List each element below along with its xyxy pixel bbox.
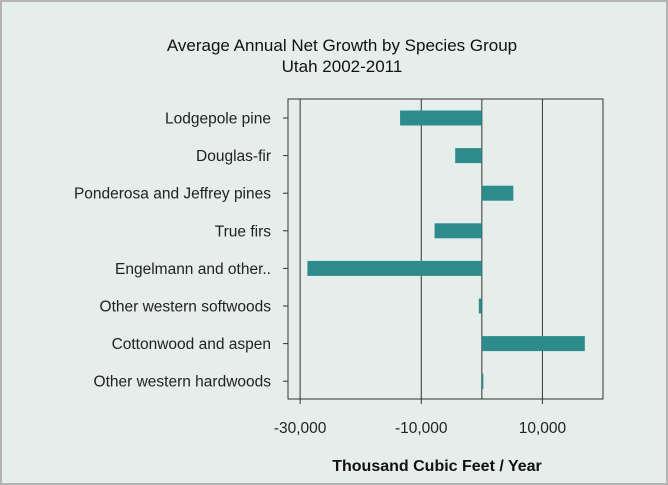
category-label: Ponderosa and Jeffrey pines (74, 186, 271, 203)
category-labels: Lodgepole pine Douglas-fir Ponderosa and J… (74, 111, 271, 391)
category-label: Other western softwoods (100, 299, 272, 316)
x-tick-label: -30,000 (274, 420, 327, 437)
x-tick-labels: -30,000 -10,000 10,000 (274, 399, 567, 437)
bar (481, 336, 585, 352)
plot-area (287, 98, 604, 400)
x-tick-label: 10,000 (519, 420, 567, 437)
category-label: Lodgepole pine (165, 111, 271, 128)
category-label: Douglas-fir (196, 148, 271, 165)
bar (307, 260, 482, 276)
bars (283, 110, 585, 389)
bar (455, 148, 482, 164)
chart-subtitle: Utah 2002-2011 (282, 57, 403, 76)
category-label: True firs (215, 223, 272, 240)
x-axis-label: Thousand Cubic Feet / Year (332, 458, 542, 475)
category-label: Other western hardwoods (94, 374, 272, 391)
bar (478, 298, 482, 314)
category-label: Cottonwood and aspen (112, 336, 271, 353)
category-label: Engelmann and other.. (115, 261, 271, 278)
chart-title: Average Annual Net Growth by Species Gro… (167, 36, 517, 55)
bar (434, 223, 482, 239)
x-tick-label: -10,000 (395, 420, 448, 437)
bar (481, 185, 514, 201)
bar (481, 373, 484, 389)
gridlines (299, 99, 543, 399)
bar (400, 110, 482, 126)
